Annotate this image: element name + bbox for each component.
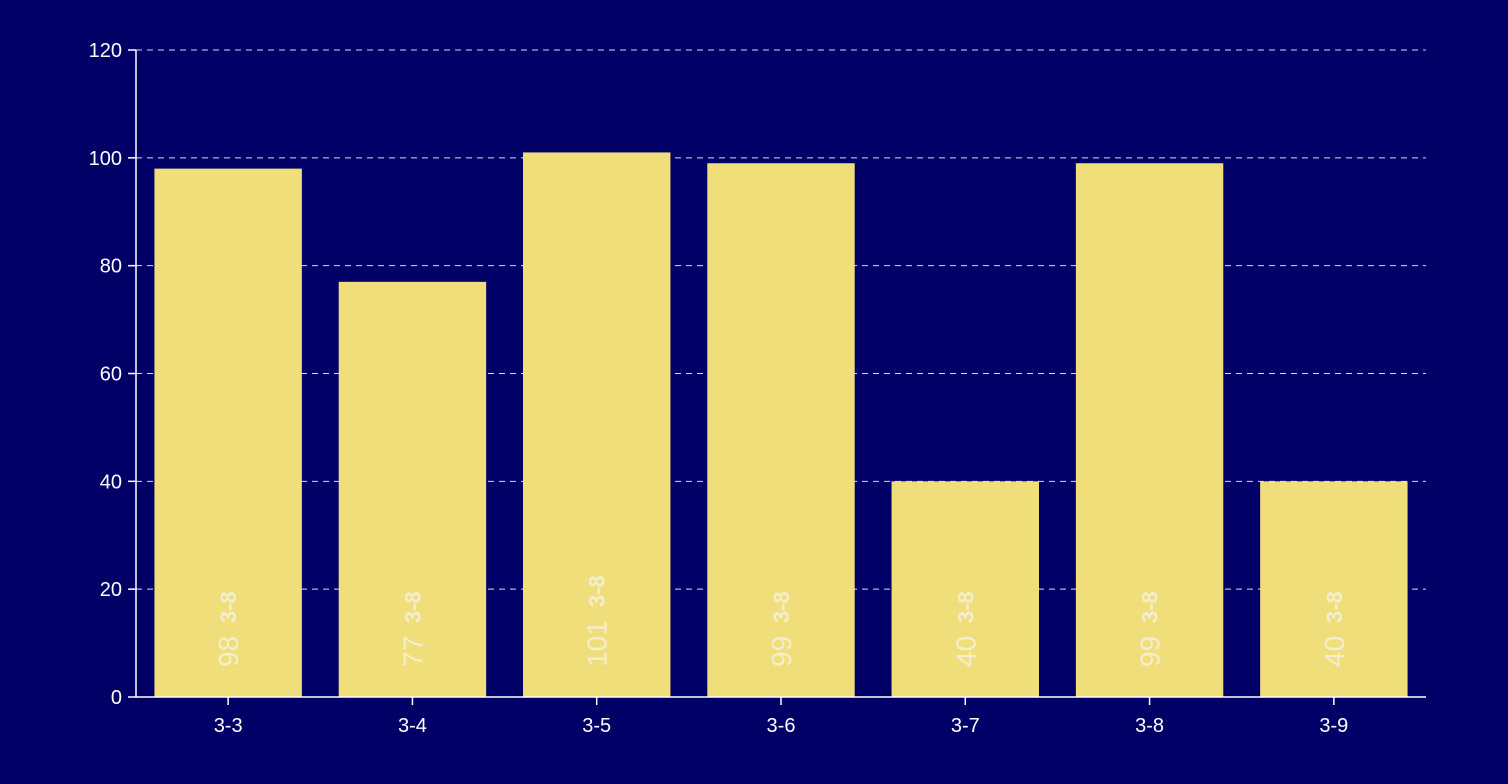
bar-sublabel-3-6: 3-8	[769, 591, 794, 623]
x-tick-label-3-9: 3-9	[1319, 715, 1348, 737]
bar-3-9[interactable]	[1260, 481, 1408, 697]
bar-sublabel-3-3: 3-8	[216, 591, 241, 623]
bar-3-3[interactable]	[154, 168, 302, 697]
label-layer: 98 3-8 77 3-8 101 3-8 99 3-8 40 3-8 99 3-8 40 3-8	[213, 575, 1350, 667]
x-tick-label-3-8: 3-8	[1135, 715, 1164, 737]
bar-sublabel-3-4: 3-8	[400, 591, 425, 623]
bar-value-label-3-4: 77	[397, 636, 428, 667]
x-tick-label-3-4: 3-4	[398, 715, 427, 737]
bar-sublabel-3-8: 3-8	[1138, 591, 1163, 623]
bar-sublabel-3-5: 3-8	[585, 575, 610, 607]
y-tick-label-80: 80	[100, 256, 122, 278]
y-tick-label-20: 20	[100, 579, 122, 601]
x-tick-label-3-6: 3-6	[767, 715, 796, 737]
bar-value-label-3-8: 99	[1135, 636, 1166, 667]
x-tick-label-3-5: 3-5	[582, 715, 611, 737]
x-tick-label-3-3: 3-3	[214, 715, 243, 737]
x-tick-label-3-7: 3-7	[951, 715, 980, 737]
bar-3-8[interactable]	[1075, 163, 1224, 698]
bar-value-label-3-3: 98	[213, 636, 244, 667]
y-tick-label-40: 40	[100, 471, 122, 493]
bar-value-label-3-6: 99	[766, 636, 797, 667]
bar-sublabel-3-9: 3-8	[1322, 591, 1347, 623]
y-tick-label-120: 120	[89, 40, 122, 62]
bar-3-5[interactable]	[523, 152, 671, 698]
bar-sublabel-3-7: 3-8	[953, 591, 978, 623]
bar-3-6[interactable]	[707, 163, 855, 698]
y-tick-label-0: 0	[111, 687, 122, 709]
axis-layer: 0 20 40 60 80 100 120 3-3 3-4 3-5 3-6 3-7 3-8 3-9	[89, 40, 1426, 737]
bar-layer	[154, 152, 1408, 698]
bar-3-4[interactable]	[338, 281, 487, 697]
bar-3-7[interactable]	[891, 481, 1039, 697]
y-tick-label-60: 60	[100, 364, 122, 386]
bar-value-label-3-5: 101	[582, 620, 613, 667]
bar-value-label-3-9: 40	[1319, 636, 1350, 667]
bar-value-label-3-7: 40	[950, 636, 981, 667]
y-tick-label-100: 100	[89, 148, 122, 170]
